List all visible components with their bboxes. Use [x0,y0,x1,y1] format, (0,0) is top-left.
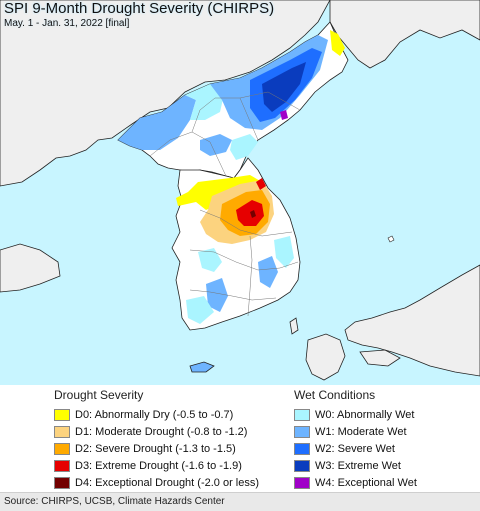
legend-swatch [54,408,70,421]
legend-label: W0: Abnormally Wet [315,408,415,421]
legend-item-w2: W2: Severe Wet [294,440,474,457]
province-borders [149,91,301,317]
source-credit: Source: CHIRPS, UCSB, Climate Hazards Ce… [4,496,225,507]
legend-swatch [54,476,70,489]
legend-swatch [54,442,70,455]
legend-swatch [294,425,310,438]
legend-wet-title: Wet Conditions [294,388,376,402]
map-title: SPI 9-Month Drought Severity (CHIRPS) [4,0,275,17]
map-subtitle: May. 1 - Jan. 31, 2022 [final] [4,18,130,29]
legend-label: D3: Extreme Drought (-1.6 to -1.9) [75,459,242,472]
legend-label: W3: Extreme Wet [315,459,401,472]
drought-map [0,0,480,385]
legend-swatch [54,459,70,472]
legend-drought: Drought Severity D0: Abnormally Dry (-0.… [54,386,294,491]
legend-swatch [294,459,310,472]
legend-item-d1: D1: Moderate Drought (-0.8 to -1.2) [54,423,294,440]
jeju-island [189,361,215,373]
legend-label: D2: Severe Drought (-1.3 to -1.5) [75,442,236,455]
legend-swatch [294,476,310,489]
legend-swatch [294,408,310,421]
legend-label: D1: Moderate Drought (-0.8 to -1.2) [75,425,248,438]
legend-label: W4: Exceptional Wet [315,476,417,489]
footer: Source: CHIRPS, UCSB, Climate Hazards Ce… [0,492,480,511]
legend-item-d4: D4: Exceptional Drought (-2.0 or less) [54,474,294,491]
legend-item-d2: D2: Severe Drought (-1.3 to -1.5) [54,440,294,457]
japan-shikoku [359,349,401,367]
tsushima [289,317,299,335]
legend-item-d0: D0: Abnormally Dry (-0.5 to -0.7) [54,406,294,423]
wet-region-north [118,30,345,160]
ulleungdo [387,235,395,243]
legend-label: W1: Moderate Wet [315,425,407,438]
legend-item-d3: D3: Extreme Drought (-1.6 to -1.9) [54,457,294,474]
japan-kyushu [305,333,346,381]
legend-item-w3: W3: Extreme Wet [294,457,474,474]
legend-swatch [54,425,70,438]
mainland-china [0,0,331,187]
legend-label: D4: Exceptional Drought (-2.0 or less) [75,476,260,489]
legend-wet: Wet Conditions W0: Abnormally Wet W1: Mo… [294,386,474,491]
legend-item-w0: W0: Abnormally Wet [294,406,474,423]
legend-item-w1: W1: Moderate Wet [294,423,474,440]
shandong-peninsula [0,243,61,293]
legend-label: D0: Abnormally Dry (-0.5 to -0.7) [75,408,234,421]
drought-region-south [176,175,294,324]
legend-swatch [294,442,310,455]
legend-drought-title: Drought Severity [54,388,144,402]
legend-item-w4: W4: Exceptional Wet [294,474,474,491]
japan-honshu [344,264,480,377]
legend-label: W2: Severe Wet [315,442,395,455]
